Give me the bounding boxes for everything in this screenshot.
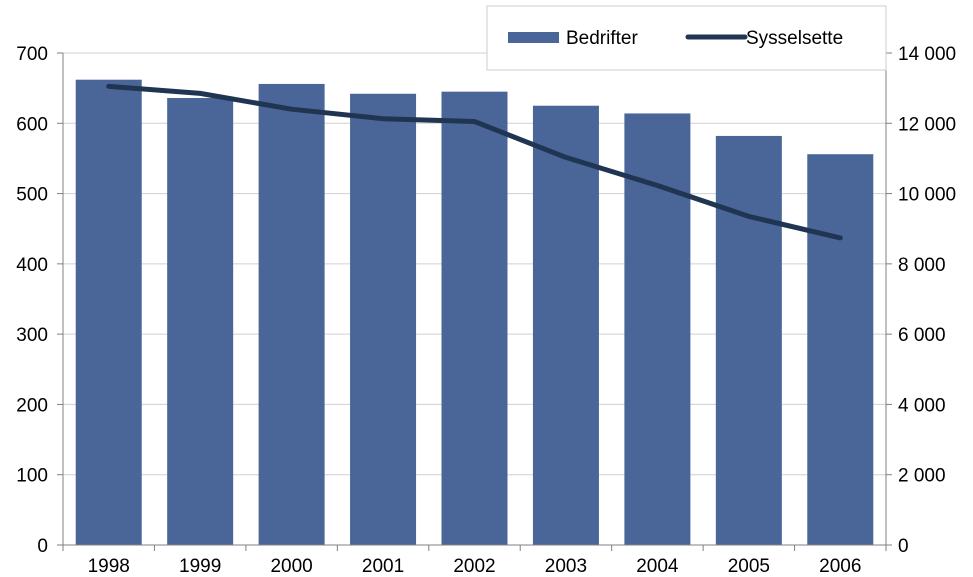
right-tick-label: 10 000 [898,185,956,206]
left-tick-label: 200 [16,395,48,416]
x-tick-label: 1998 [88,556,130,577]
x-axis-ticks: 1998 1999 2000 2001 2002 2003 2004 2005 2006 [88,556,862,577]
bar-2005 [715,135,782,546]
right-tick-label: 4 000 [898,395,946,416]
x-tick-label: 2004 [636,556,679,577]
x-tick-label: 2002 [453,556,495,577]
right-tick-label: 6 000 [898,325,946,346]
x-tick-label: 2001 [362,556,404,577]
x-tick-label: 2000 [270,556,312,577]
left-tick-label: 500 [16,185,48,206]
left-tick-label: 100 [16,466,48,487]
left-tick-label: 300 [16,325,48,346]
legend-label-bedrifter: Bedrifter [566,28,638,49]
legend: Bedrifter Sysselsette [486,5,887,71]
left-tick-label: 0 [37,536,48,557]
legend-swatch-bedrifter [508,32,559,43]
line-path-sysselsette [106,83,843,241]
legend-label-sysselsette: Sysselsette [746,28,843,49]
bar-1999 [167,97,234,546]
left-tick-label: 700 [16,44,48,65]
right-tick-label: 2 000 [898,466,946,487]
right-tick-label: 14 000 [898,44,956,65]
bar-2006 [807,154,874,545]
bar-2003 [532,105,599,545]
left-axis-ticks: 0 100 200 300 400 500 600 700 [16,44,48,557]
left-tick-label: 400 [16,255,48,276]
line-series-sysselsette [106,83,843,241]
right-axis-ticks: 0 2 000 4 000 6 000 8 000 10 000 12 000 14 000 [898,44,956,557]
bar-2000 [258,83,325,545]
right-tick-label: 12 000 [898,114,956,135]
x-tick-label: 2003 [545,556,587,577]
right-tick-label: 0 [898,536,909,557]
bar-series-bedrifter [75,79,874,546]
right-tick-label: 8 000 [898,255,946,276]
bar-2002 [441,91,508,546]
bar-2001 [350,93,417,545]
x-tick-label: 1999 [179,556,221,577]
bar-1998 [75,79,142,546]
x-tick-label: 2006 [819,556,861,577]
axes [57,52,892,551]
left-tick-label: 600 [16,114,48,135]
x-tick-label: 2005 [728,556,770,577]
